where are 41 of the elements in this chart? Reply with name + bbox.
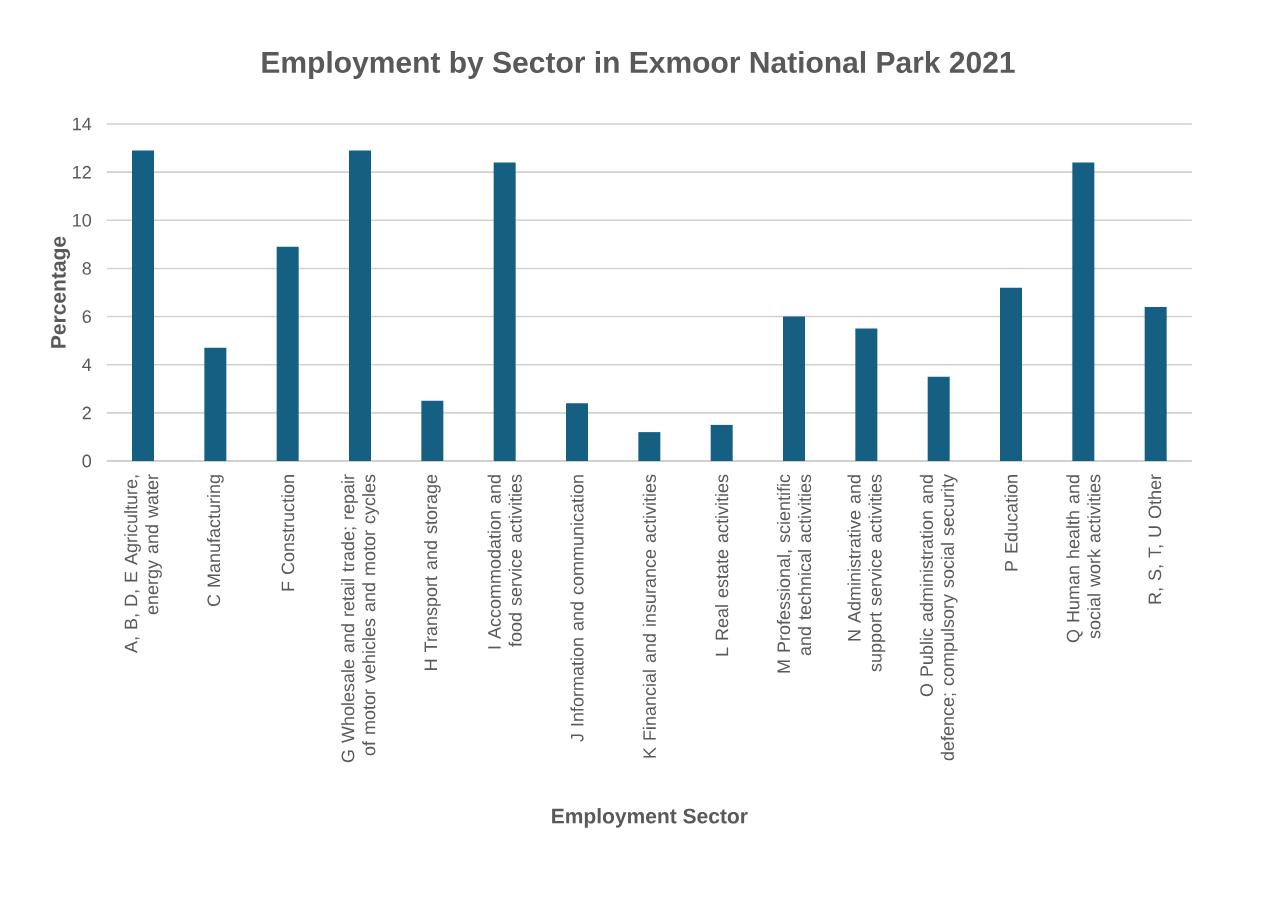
x-axis-title: Employment Sector	[552, 808, 748, 828]
x-tick-label: H Transport and storage	[423, 474, 441, 670]
x-tick-label: G Wholesale and retail trade; repair of motor vehicles and motor cycles	[341, 474, 379, 763]
bar	[493, 162, 516, 461]
bar	[855, 328, 878, 461]
y-tick-label: 6	[82, 310, 91, 323]
bar	[1144, 306, 1167, 461]
x-tick-label: N Administrative and support service activities	[847, 474, 886, 672]
bar	[638, 432, 661, 461]
bar	[710, 424, 733, 461]
y-tick-label: 4	[82, 358, 92, 371]
bar	[783, 316, 806, 461]
x-tick-label: J Information and communication	[570, 475, 584, 742]
chart-title: Employment by Sector in Exmoor National Park 2021	[262, 51, 1015, 79]
x-tick-label: K Financial and insurance activities	[642, 474, 656, 758]
x-tick-label: C Manufacturing	[206, 475, 224, 607]
x-tick-label: A, B, D, E Agriculture, energy and water	[124, 474, 162, 653]
bar	[927, 376, 950, 461]
y-tick-label: 14	[73, 117, 92, 131]
bar	[204, 347, 227, 461]
bar	[132, 150, 155, 461]
y-tick-label: 2	[82, 406, 91, 420]
x-tick-label: M Professional, scientific and technical activities	[776, 474, 812, 673]
y-tick-label: 10	[73, 213, 92, 227]
y-tick-label: 8	[82, 262, 91, 275]
bar	[1072, 162, 1095, 461]
x-tick-label: O Public administration and defence; compulsory social security	[919, 474, 958, 761]
y-tick-label: 12	[73, 165, 91, 179]
x-tick-label: I Accommodation and food service activities	[487, 474, 522, 649]
y-axis-title: Percentage	[51, 236, 71, 348]
bar	[421, 400, 444, 461]
x-tick-label: L Real estate activities	[715, 474, 729, 656]
x-tick-label: P Education	[1004, 475, 1018, 571]
x-tick-label: F Construction	[281, 475, 295, 591]
x-tick-label: Q Human health and social work activities	[1066, 474, 1101, 643]
bar	[566, 403, 589, 461]
x-tick-label: R, S, T, U Other	[1148, 474, 1164, 604]
bar	[349, 150, 372, 461]
y-tick-label: 0	[82, 454, 92, 468]
bar	[276, 246, 299, 461]
bar	[1000, 287, 1023, 461]
